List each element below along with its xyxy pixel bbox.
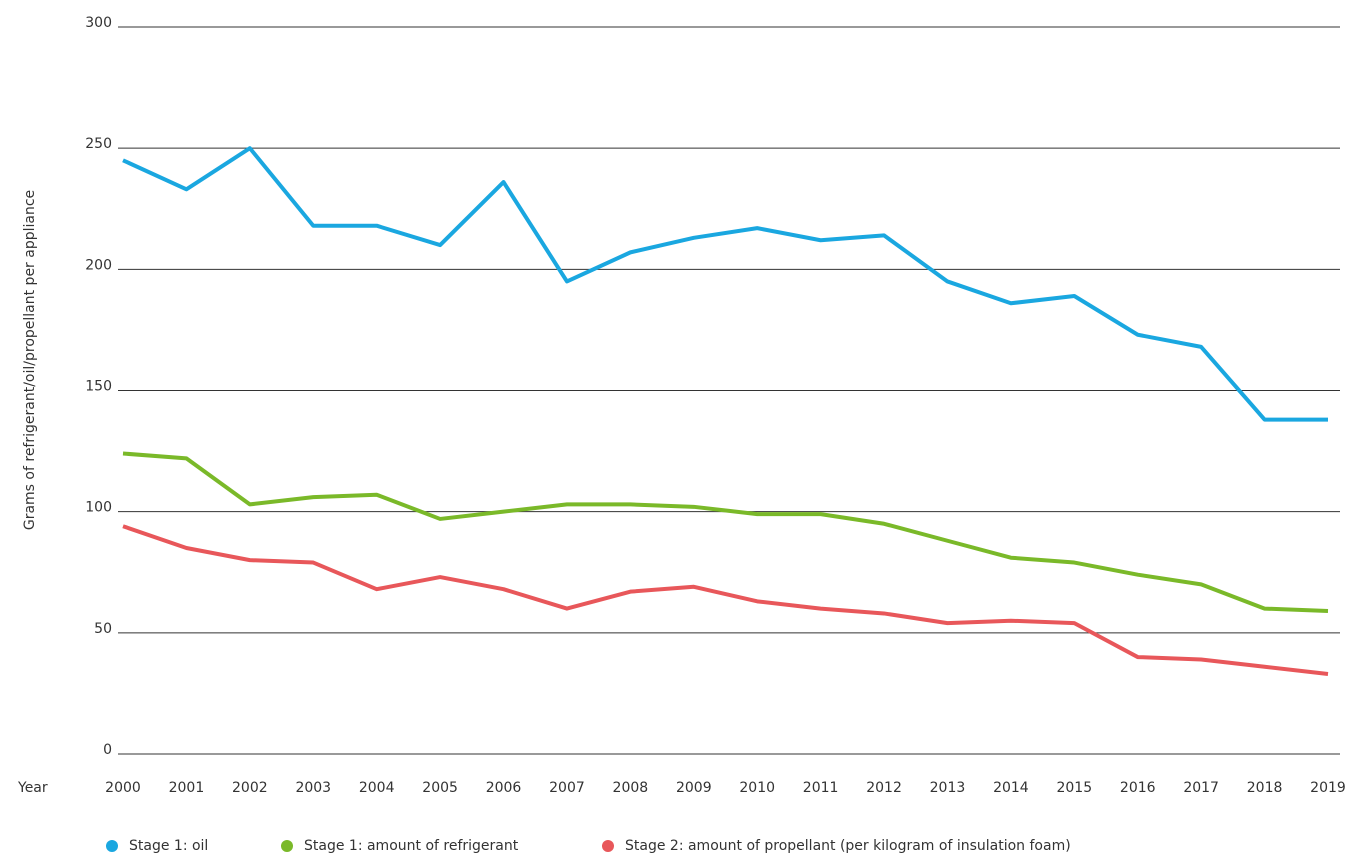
x-axis-label: Year [17, 780, 48, 796]
x-tick-label: 2005 [422, 780, 458, 796]
y-tick-label: 250 [85, 136, 112, 152]
y-tick-label: 50 [94, 621, 112, 637]
x-tick-label: 2007 [549, 780, 585, 796]
series-line [122, 146, 1328, 422]
legend-marker [281, 840, 293, 852]
legend-marker [106, 840, 118, 852]
x-tick-label: 2017 [1183, 780, 1219, 796]
x-tick-label: 2004 [359, 780, 395, 796]
x-tick-label: 2015 [1056, 780, 1092, 796]
legend-marker [602, 840, 614, 852]
y-tick-label: 300 [85, 15, 112, 31]
legend-label: Stage 1: oil [129, 838, 208, 854]
x-tick-label: 2014 [993, 780, 1029, 796]
x-tick-label: 2008 [613, 780, 649, 796]
x-tick-label: 2009 [676, 780, 712, 796]
legend-label: Stage 1: amount of refrigerant [304, 838, 519, 854]
x-tick-label: 2013 [930, 780, 966, 796]
x-tick-label: 2011 [803, 780, 839, 796]
y-axis-label: Grams of refrigerant/oil/propellant per … [22, 190, 38, 530]
x-tick-label: 2002 [232, 780, 268, 796]
legend-label: Stage 2: amount of propellant (per kilog… [625, 838, 1071, 854]
x-tick-label: 2019 [1310, 780, 1346, 796]
y-tick-label: 0 [103, 742, 112, 758]
y-tick-label: 200 [85, 257, 112, 273]
x-tick-label: 2010 [739, 780, 775, 796]
x-tick-label: 2018 [1247, 780, 1283, 796]
x-tick-label: 2016 [1120, 780, 1156, 796]
x-tick-label: 2001 [169, 780, 205, 796]
series-line [122, 524, 1329, 677]
y-tick-label: 100 [85, 500, 112, 516]
x-tick-label: 2006 [486, 780, 522, 796]
x-tick-label: 2012 [866, 780, 902, 796]
y-tick-label: 150 [85, 379, 112, 395]
x-tick-label: 2000 [105, 780, 141, 796]
series-line [122, 451, 1329, 614]
x-tick-label: 2003 [295, 780, 331, 796]
